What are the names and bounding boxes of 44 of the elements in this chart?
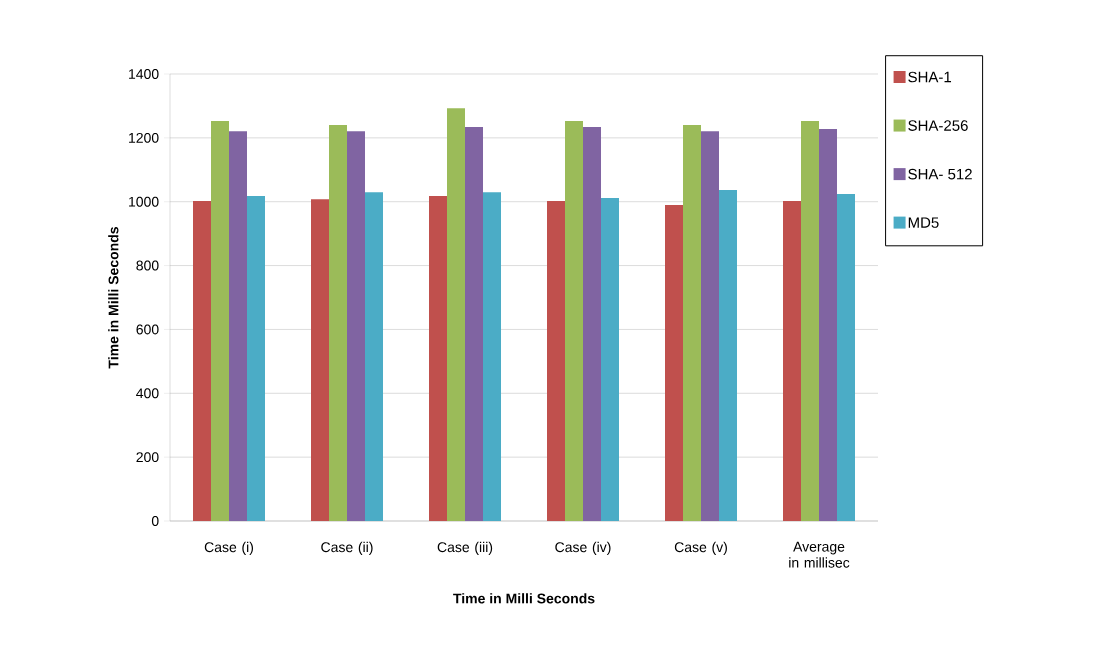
bar <box>483 192 501 521</box>
bar <box>783 201 801 521</box>
bar <box>701 131 719 521</box>
x-tick-label: Case (ii) <box>321 541 373 555</box>
bar <box>193 201 211 521</box>
y-tick-label: 1200 <box>129 132 159 143</box>
x-tick-label: Case (v) <box>674 541 727 555</box>
x-tick-label: Case (iv) <box>555 541 611 555</box>
x-tick-label: Case (i) <box>204 541 254 555</box>
bar <box>801 120 819 521</box>
x-axis-title: Time in Milli Seconds <box>453 593 595 604</box>
bar <box>211 120 229 521</box>
bar <box>347 131 365 521</box>
x-tick-label: Average in millisec <box>789 541 850 568</box>
legend-label: MD5 <box>908 217 939 228</box>
legend-label: SHA- 512 <box>908 168 972 180</box>
y-tick-label: 200 <box>136 452 159 463</box>
bar <box>683 125 701 521</box>
bar <box>329 125 347 521</box>
bar <box>601 197 619 521</box>
bar <box>365 192 383 521</box>
bar <box>837 194 855 521</box>
y-tick-label: 800 <box>136 260 159 271</box>
y-axis-title: Time in Milli Seconds <box>108 227 119 369</box>
bar <box>719 189 737 521</box>
y-tick-label: 1000 <box>129 196 159 207</box>
bar <box>429 195 447 521</box>
bar <box>819 128 837 521</box>
bar <box>565 120 583 521</box>
bar <box>447 108 465 521</box>
x-tick-label: Case (iii) <box>437 541 493 555</box>
bar <box>311 199 329 521</box>
bar <box>247 195 265 521</box>
y-tick-label: 600 <box>136 324 159 335</box>
bar <box>583 127 601 521</box>
y-tick-label: 0 <box>151 516 159 526</box>
legend-label: SHA-1 <box>908 71 952 83</box>
y-tick-label: 1400 <box>129 69 159 79</box>
legend-label: SHA-256 <box>908 120 968 131</box>
bar <box>665 204 683 521</box>
bar <box>229 131 247 521</box>
bar <box>547 201 565 521</box>
bar <box>465 127 483 521</box>
y-tick-label: 400 <box>136 388 159 399</box>
